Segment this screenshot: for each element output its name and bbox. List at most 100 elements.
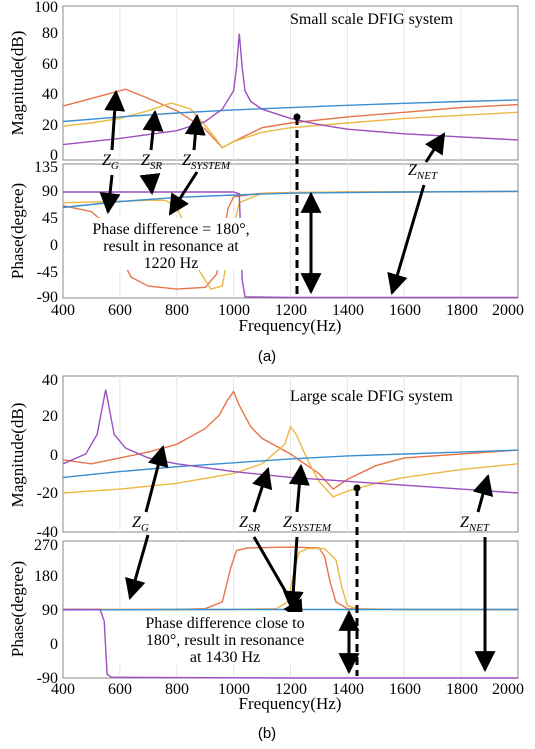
b-arrows bbox=[125, 444, 496, 675]
a-label-znet: ZNET bbox=[408, 162, 438, 182]
b-arrow-znet-up bbox=[472, 473, 494, 513]
b-label-zsr: ZSR bbox=[239, 514, 260, 534]
a-phase-yticks: -90 -45 0 45 90 135 bbox=[34, 159, 58, 306]
b-label-znet: ZNET bbox=[460, 514, 490, 534]
a-annotation-line2: result in resonance at bbox=[103, 238, 239, 255]
a-arrow-zg-up bbox=[104, 89, 126, 151]
b-arrow-zg-down bbox=[125, 534, 150, 601]
b-xtick: 1000 bbox=[218, 681, 250, 698]
a-ph-ytick: 135 bbox=[34, 159, 58, 176]
a-annotation: Phase difference = 180°, result in reson… bbox=[68, 218, 282, 272]
b-arrow-zsr-up bbox=[252, 467, 273, 513]
b-xtick: 2000 bbox=[492, 681, 524, 698]
a-xtick: 400 bbox=[51, 302, 75, 319]
a-xtick: 1200 bbox=[275, 302, 307, 319]
a-arrows bbox=[99, 89, 446, 296]
b-ph-ytick: 180 bbox=[34, 568, 58, 585]
b-xticks: 400 600 800 1000 1200 1400 1600 1800 200… bbox=[51, 681, 524, 698]
b-phase-yticks: -90 0 90 180 270 bbox=[34, 537, 58, 687]
a-annotation-line3: 1220 Hz bbox=[144, 255, 199, 272]
b-annotation-bg bbox=[114, 612, 336, 664]
b-magnitude-yticks: -40 -20 0 20 40 bbox=[37, 372, 58, 541]
a-ph-ytick: 45 bbox=[42, 210, 58, 227]
a-mag-ytick: 80 bbox=[42, 25, 58, 42]
a-caption: (a) bbox=[258, 348, 276, 365]
b-xtick: 800 bbox=[165, 681, 189, 698]
series-line-z-net bbox=[63, 608, 518, 679]
a-xtick: 1400 bbox=[332, 302, 364, 319]
b-label-zg: ZG bbox=[132, 514, 149, 534]
a-annotation-bg bbox=[68, 218, 282, 270]
b-arrow-zsys-down bbox=[282, 536, 304, 613]
b-xtick: 1200 bbox=[275, 681, 307, 698]
a-mag-ytick: 60 bbox=[42, 56, 58, 73]
b-mag-ytick: 40 bbox=[42, 372, 58, 389]
b-arrow-zg-up bbox=[144, 444, 169, 513]
a-panel-title: Small scale DFIG system bbox=[290, 11, 454, 28]
a-arrow-znet-up bbox=[424, 132, 446, 163]
a-arrow-zsr-down bbox=[139, 173, 161, 196]
b-annotation-line3: at 1430 Hz bbox=[190, 649, 260, 666]
b-mag-ytick: 20 bbox=[42, 408, 58, 425]
a-mag-ytick: 0 bbox=[50, 147, 58, 164]
series-line-z-g bbox=[63, 546, 518, 611]
b-annotation-line1: Phase difference close to bbox=[145, 615, 304, 632]
b-label-zsystem: ZSYSTEM bbox=[283, 514, 332, 534]
b-phase-ylabel: Phase(degree) bbox=[8, 561, 27, 657]
a-xticks: 400 600 800 1000 1200 1400 1600 1800 200… bbox=[51, 302, 524, 319]
a-xtick: 800 bbox=[165, 302, 189, 319]
a-xtick: 2000 bbox=[492, 302, 524, 319]
b-arrow-zsys-up bbox=[288, 463, 310, 513]
a-ph-ytick: -90 bbox=[37, 289, 58, 306]
a-arrow-zsr-up bbox=[142, 109, 164, 151]
a-mag-ylabel: Magnitude(dB) bbox=[8, 31, 27, 136]
a-label-zsystem: ZSYSTEM bbox=[182, 152, 231, 172]
b-ph-ytick: 270 bbox=[34, 537, 58, 554]
a-xtick: 600 bbox=[108, 302, 132, 319]
a-magnitude-yticks: 0 20 40 60 80 100 bbox=[34, 0, 58, 164]
a-magnitude-grid bbox=[119, 6, 462, 160]
a-arrow-zsys-up bbox=[184, 113, 206, 151]
series-line-z-sr bbox=[62, 425, 519, 498]
b-mag-ytick: -40 bbox=[37, 524, 58, 541]
a-xtick: 1000 bbox=[218, 302, 250, 319]
b-caption: (b) bbox=[258, 725, 276, 742]
b-panel-title: Large scale DFIG system bbox=[290, 388, 453, 405]
a-mag-ytick: 20 bbox=[42, 117, 58, 134]
a-arrow-znet-down bbox=[387, 184, 426, 296]
a-arrow-zg-down bbox=[99, 174, 121, 215]
b-annotation-line2: 180°, result in resonance bbox=[146, 632, 304, 649]
a-resonance-point bbox=[293, 113, 301, 121]
figure-a: Small scale DFIG system 0 20 40 60 80 10… bbox=[8, 0, 524, 365]
a-mag-ytick: 40 bbox=[42, 86, 58, 103]
b-mag-ylabel: Magnitude(dB) bbox=[8, 403, 27, 508]
a-xtick: 1800 bbox=[446, 302, 478, 319]
a-phase-ylabel: Phase(degree) bbox=[8, 183, 27, 279]
b-xtick: 400 bbox=[51, 681, 75, 698]
series-line-z-net bbox=[63, 191, 518, 299]
a-label-zsr: ZSR bbox=[141, 152, 162, 172]
a-ph-ytick: -45 bbox=[37, 264, 58, 281]
a-label-zg: ZG bbox=[102, 152, 119, 172]
a-arrow-zsys-down bbox=[168, 171, 199, 216]
a-ph-ytick: 90 bbox=[42, 183, 58, 200]
b-xtick: 1400 bbox=[332, 681, 364, 698]
b-xtick: 1600 bbox=[389, 681, 421, 698]
a-xtick: 1600 bbox=[389, 302, 421, 319]
b-xlabel: Frequency(Hz) bbox=[239, 694, 342, 713]
series-line-blue bbox=[62, 190, 519, 209]
series-line-blue bbox=[62, 449, 519, 479]
b-mag-ytick: 0 bbox=[50, 447, 58, 464]
b-mag-ytick: -20 bbox=[37, 485, 58, 502]
series-line-blue bbox=[62, 99, 519, 123]
b-xtick: 600 bbox=[108, 681, 132, 698]
figure-b: Large scale DFIG system -40 -20 0 20 40 … bbox=[8, 372, 524, 742]
b-xtick: 1800 bbox=[446, 681, 478, 698]
a-annotation-line1: Phase difference = 180°, bbox=[92, 221, 249, 238]
a-ph-ytick: 0 bbox=[50, 237, 58, 254]
b-resonance-point bbox=[353, 484, 361, 492]
b-ph-ytick: 0 bbox=[50, 636, 58, 653]
a-mag-ytick: 100 bbox=[34, 0, 58, 16]
a-xlabel: Frequency(Hz) bbox=[239, 316, 342, 335]
